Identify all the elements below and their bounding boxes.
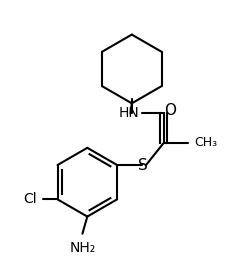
Text: HN: HN <box>118 106 139 121</box>
Text: Cl: Cl <box>23 192 37 206</box>
Text: CH₃: CH₃ <box>194 136 218 149</box>
Text: O: O <box>164 104 176 118</box>
Text: S: S <box>138 158 148 172</box>
Text: NH₂: NH₂ <box>69 241 96 255</box>
